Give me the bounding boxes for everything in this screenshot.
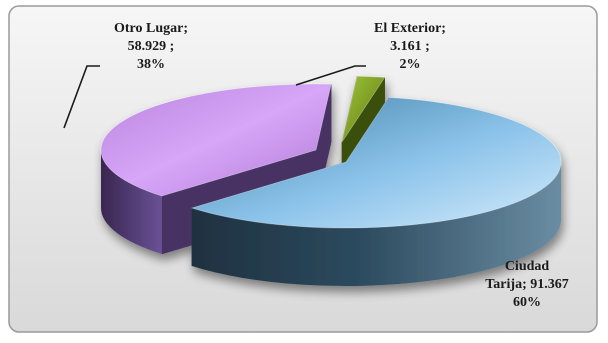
label-ciudad-line2: Tarija; 91.367 — [485, 277, 569, 292]
data-label-el-exterior: El Exterior; 3.161 ; 2% — [355, 20, 465, 74]
label-otro-line2: 58.929 ; — [127, 39, 175, 54]
pie-slice-ciudad-tarija — [190, 96, 562, 286]
label-ciudad-line1: Ciudad — [504, 259, 550, 274]
label-otro-line1: Otro Lugar; — [113, 21, 188, 36]
label-exterior-line1: El Exterior; — [374, 21, 446, 36]
label-exterior-line3: 2% — [399, 57, 421, 72]
data-label-ciudad-tarija: Ciudad Tarija; 91.367 60% — [462, 258, 592, 312]
label-exterior-line2: 3.161 ; — [390, 39, 430, 54]
label-otro-line3: 38% — [137, 57, 165, 72]
label-ciudad-line3: 60% — [513, 295, 541, 310]
data-label-otro-lugar: Otro Lugar; 58.929 ; 38% — [96, 20, 206, 74]
leader-line-otro-lugar — [63, 65, 100, 129]
pie-group — [100, 75, 562, 286]
leader-line-el-exterior — [295, 65, 366, 86]
